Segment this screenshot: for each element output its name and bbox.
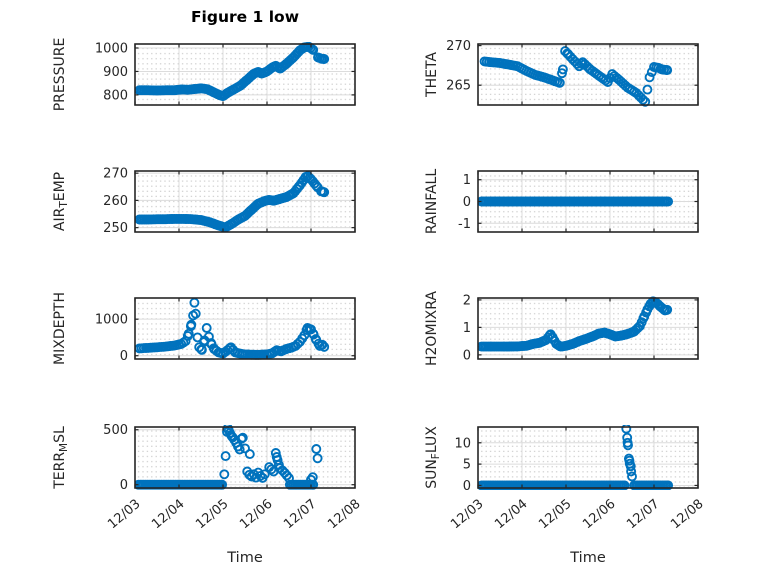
data-series (134, 171, 330, 233)
svg-text:2: 2 (463, 293, 471, 308)
svg-text:10: 10 (454, 436, 471, 451)
svg-text:500: 500 (103, 423, 128, 438)
svg-text:1: 1 (463, 321, 471, 336)
y-axis-label: MIXDEPTH (52, 292, 68, 365)
svg-text:12/07: 12/07 (624, 497, 662, 533)
subplot-terr-msl: 0 500 TERRMSL 12/03 12/04 12/05 12/06 12/07 12/0… (52, 423, 364, 532)
tick-marks (134, 427, 356, 488)
tick-marks (477, 44, 699, 105)
axes-frame (477, 43, 699, 106)
svg-text:12/03: 12/03 (105, 497, 143, 533)
svg-text:12/04: 12/04 (149, 497, 187, 533)
svg-text:1000: 1000 (95, 313, 128, 328)
subplot-h2omixra: 0 1 2 H2OMIXRA (424, 291, 699, 366)
y-axis-label: AIRTEMP (52, 172, 70, 231)
svg-text:900: 900 (103, 65, 128, 80)
subplot-sun-flux: 0 5 10 SUNFLUX 12/03 12/04 12/05 12/06 12/07 12/0… (424, 425, 707, 532)
subplot-air-temp: 250 260 270 AIRTEMP (52, 167, 356, 236)
y-axis-label: SUNFLUX (424, 426, 442, 489)
tick-marks (134, 171, 356, 232)
svg-text:0: 0 (120, 349, 128, 364)
axes-frame (477, 426, 699, 489)
svg-text:265: 265 (446, 79, 471, 94)
y-tick-labels: 0 1000 (95, 313, 128, 365)
svg-text:0: 0 (463, 348, 471, 363)
axes-frame (134, 426, 356, 489)
svg-text:1000: 1000 (95, 42, 128, 57)
data-series (134, 425, 323, 490)
tick-marks (134, 44, 356, 105)
axes-frame (134, 43, 356, 106)
axes-frame (477, 297, 699, 360)
y-tick-labels: -1 0 1 (458, 173, 471, 232)
tick-marks (477, 171, 699, 232)
svg-text:1: 1 (463, 173, 471, 188)
y-tick-labels: 0 1 2 (463, 293, 471, 363)
svg-text:12/04: 12/04 (492, 497, 530, 533)
subplot-rainfall: -1 0 1 RAINFALL (424, 169, 699, 234)
tick-marks (477, 427, 699, 488)
y-tick-labels: 265 270 (446, 39, 471, 94)
svg-text:12/05: 12/05 (193, 497, 231, 533)
svg-text:12/06: 12/06 (237, 497, 275, 533)
tick-marks (477, 298, 699, 359)
data-series (477, 296, 673, 352)
svg-text:800: 800 (103, 88, 128, 103)
subplot-pressure: 800 900 1000 PRESSURE (52, 38, 356, 112)
y-axis-label: THETA (424, 52, 440, 98)
tick-marks (134, 298, 356, 359)
y-tick-labels: 250 260 270 (103, 167, 128, 236)
svg-text:12/08: 12/08 (668, 497, 706, 533)
axes-frame (134, 170, 356, 233)
svg-text:260: 260 (103, 194, 128, 209)
y-tick-labels: 0 5 10 (454, 436, 471, 494)
subplot-mixdepth: 0 1000 MIXDEPTH (52, 292, 356, 365)
x-axis-label-right: Time (570, 550, 606, 566)
svg-text:12/06: 12/06 (580, 497, 618, 533)
subplot-theta: 265 270 THETA (424, 39, 699, 107)
minor-grid (479, 428, 697, 487)
svg-text:0: 0 (120, 478, 128, 493)
figure-title: Figure 1 low (190, 8, 300, 26)
x-axis-label-left: Time (227, 550, 263, 566)
data-series (477, 425, 674, 490)
svg-text:0: 0 (463, 195, 471, 210)
svg-text:270: 270 (446, 39, 471, 54)
axes-frame (134, 297, 356, 360)
data-series (477, 196, 674, 207)
y-axis-label: TERRMSL (52, 426, 70, 490)
svg-text:-1: -1 (458, 217, 471, 232)
data-series (134, 297, 330, 360)
y-axis-label: H2OMIXRA (424, 291, 440, 366)
svg-text:270: 270 (103, 167, 128, 182)
svg-text:12/07: 12/07 (281, 497, 319, 533)
x-tick-labels: 12/03 12/04 12/05 12/06 12/07 12/08 (448, 497, 706, 533)
data-series (479, 46, 673, 107)
svg-text:0: 0 (463, 479, 471, 494)
svg-text:12/03: 12/03 (448, 497, 486, 533)
y-tick-labels: 0 500 (103, 423, 128, 493)
y-axis-label: RAINFALL (424, 169, 440, 234)
x-tick-labels: 12/03 12/04 12/05 12/06 12/07 12/08 (105, 497, 363, 533)
data-series (134, 42, 330, 102)
y-tick-labels: 800 900 1000 (95, 42, 128, 104)
minor-grid (479, 45, 697, 104)
svg-text:12/08: 12/08 (325, 497, 363, 533)
svg-text:5: 5 (463, 458, 471, 473)
y-axis-label: PRESSURE (52, 38, 68, 112)
svg-text:12/05: 12/05 (536, 497, 574, 533)
svg-text:250: 250 (103, 221, 128, 236)
